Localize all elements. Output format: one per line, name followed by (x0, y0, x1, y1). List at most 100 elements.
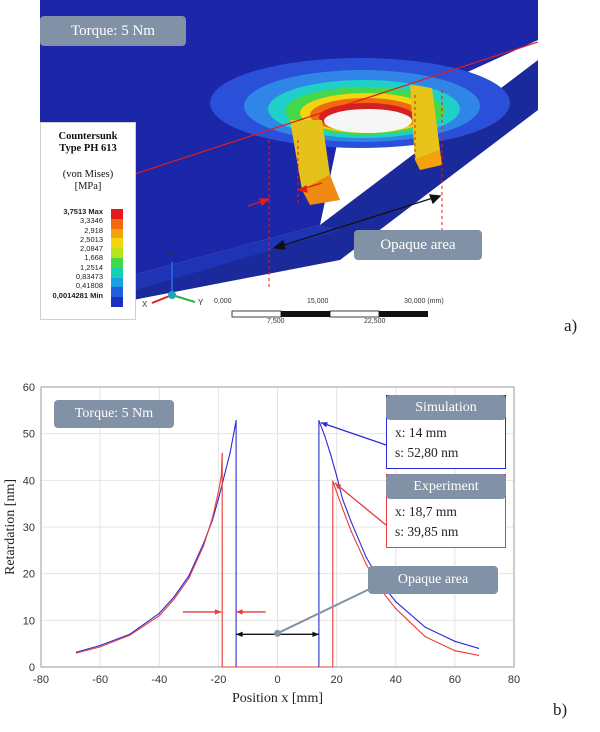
offset-arrow-left-head (214, 609, 222, 615)
series-point-simulation-19 (350, 521, 353, 523)
legend-swatch-1 (111, 218, 123, 229)
panel-b-chart: -80 -60 -40 -20 0 20 40 60 80 0 10 20 30 40 50 60 Positi… (0, 370, 600, 732)
x-tick-40: 40 (390, 674, 402, 686)
panel-a: Countersunk Type PH 613 (von Mises) [MPa… (0, 0, 600, 345)
opaque-area-badge-a: Opaque area (354, 230, 482, 260)
experiment-pointer-head (334, 483, 342, 490)
coordinate-triad (151, 262, 196, 304)
series-point-experiment-1 (99, 646, 101, 648)
legend-tick-8: 0,41808 (75, 281, 103, 291)
series-point-simulation-10 (229, 451, 231, 453)
series-point-simulation-18 (341, 498, 344, 500)
experiment-x: x: 18,7 mm (395, 504, 457, 519)
legend-tick-9: 0,0014281 Min (52, 290, 103, 300)
opaque-area-badge-b: Opaque area (368, 566, 498, 594)
series-point-experiment-21 (454, 650, 456, 652)
legend-tick-5: 1,668 (84, 253, 103, 263)
series-point-experiment-13 (332, 480, 334, 482)
series-point-simulation-4 (173, 596, 175, 598)
y-tick-60: 60 (23, 382, 35, 394)
legend-tick-2: 2,918 (84, 225, 103, 235)
bore-hole (324, 109, 412, 133)
series-point-experiment-17 (365, 563, 367, 565)
experiment-pointer-shaft (334, 482, 387, 526)
series-point-experiment-0 (75, 652, 78, 654)
opaque-pointer-line (277, 583, 381, 635)
legend-color-bar (111, 209, 123, 307)
series-point-experiment-11 (221, 666, 223, 668)
scale-bar (231, 310, 428, 318)
legend-swatch-7 (111, 277, 123, 288)
triad-x-label: X (142, 300, 148, 309)
experiment-title: Experiment (386, 474, 506, 499)
series-point-simulation-23 (424, 626, 426, 628)
series-point-simulation-25 (477, 647, 480, 649)
opaque-arrow-left-head (236, 631, 243, 638)
legend-swatch-6 (111, 267, 123, 278)
legend-tick-labels: 3,7513 Max 3,3346 2,918 2,5013 2,0847 1,668 1,… (47, 207, 103, 300)
fea-stress-model: Countersunk Type PH 613 (von Mises) [MPa… (40, 0, 538, 325)
legend-swatch-8 (111, 287, 123, 298)
series-point-simulation-3 (158, 612, 160, 614)
series-point-experiment-10 (221, 452, 223, 454)
series-point-experiment-22 (477, 654, 480, 656)
x-tick-0: 0 (274, 674, 280, 686)
series-point-experiment-6 (202, 545, 205, 547)
x-tick--80: -80 (33, 674, 49, 686)
legend-tick-7: 0,83473 (75, 272, 103, 282)
series-point-experiment-8 (217, 491, 219, 493)
legend-swatch-5 (111, 257, 123, 268)
opaque-arrow-right-head (312, 631, 319, 638)
series-point-experiment-12 (332, 666, 334, 668)
series-point-experiment-14 (336, 491, 338, 493)
legend-tick-0: 3,7513 Max (63, 207, 103, 216)
legend-title-4: [MPa] (74, 181, 102, 192)
series-point-simulation-20 (365, 556, 367, 558)
y-tick-50: 50 (23, 429, 35, 441)
y-tick-0: 0 (29, 662, 35, 674)
series-point-experiment-15 (341, 507, 344, 509)
legend-tick-4: 2,0847 (80, 244, 103, 254)
scale-label-22500: 22,500 (364, 318, 386, 325)
legend-swatch-2 (111, 228, 123, 239)
legend-title-2: Type PH 613 (59, 143, 117, 154)
y-tick-30: 30 (23, 522, 35, 534)
stress-legend: Countersunk Type PH 613 (von Mises) [MPa… (40, 122, 136, 320)
experiment-box: Experiment x: 18,7 mm s: 39,85 nm (386, 474, 506, 548)
series-point-simulation-16 (330, 454, 332, 456)
legend-tick-3: 2,5013 (80, 234, 103, 244)
series-point-simulation-22 (395, 601, 397, 603)
panel-letter-a: a) (564, 316, 578, 335)
offset-arrow-right-head (236, 609, 243, 615)
simulation-s: s: 52,80 nm (395, 445, 459, 460)
x-tick-20: 20 (331, 674, 343, 686)
triad-y-label: Y (198, 298, 204, 307)
x-tick--60: -60 (92, 674, 108, 686)
torque-badge-b: Torque: 5 Nm (54, 400, 174, 428)
legend-swatch-3 (111, 238, 123, 249)
series-point-experiment-16 (350, 531, 353, 533)
x-tick--40: -40 (151, 674, 167, 686)
scale-label-0: 0,000 (214, 298, 232, 305)
series-point-experiment-20 (424, 636, 426, 638)
x-tick--20: -20 (210, 674, 226, 686)
opaque-pointer-dot (274, 629, 281, 637)
x-axis-label: Position x [mm] (232, 691, 323, 706)
series-point-experiment-4 (173, 598, 175, 600)
legend-tick-6: 1,2514 (80, 262, 103, 272)
series-point-simulation-15 (324, 435, 326, 437)
legend-title-3: (von Mises) (62, 169, 114, 180)
panel-letter-b: b) (553, 700, 568, 719)
series-point-simulation-14 (318, 420, 320, 422)
legend-tick-1: 3,3346 (80, 216, 103, 226)
scale-label-7500: 7,500 (267, 318, 285, 325)
series-point-simulation-24 (454, 640, 456, 642)
legend-title-1: Countersunk (58, 131, 118, 142)
series-point-simulation-1 (99, 644, 101, 647)
torque-badge-a: Torque: 5 Nm (40, 16, 186, 46)
series-point-experiment-2 (129, 634, 131, 636)
series-point-simulation-17 (336, 475, 338, 477)
series-point-simulation-8 (217, 498, 219, 500)
simulation-pointer-shaft (320, 421, 387, 446)
simulation-pointer-head (320, 422, 328, 428)
